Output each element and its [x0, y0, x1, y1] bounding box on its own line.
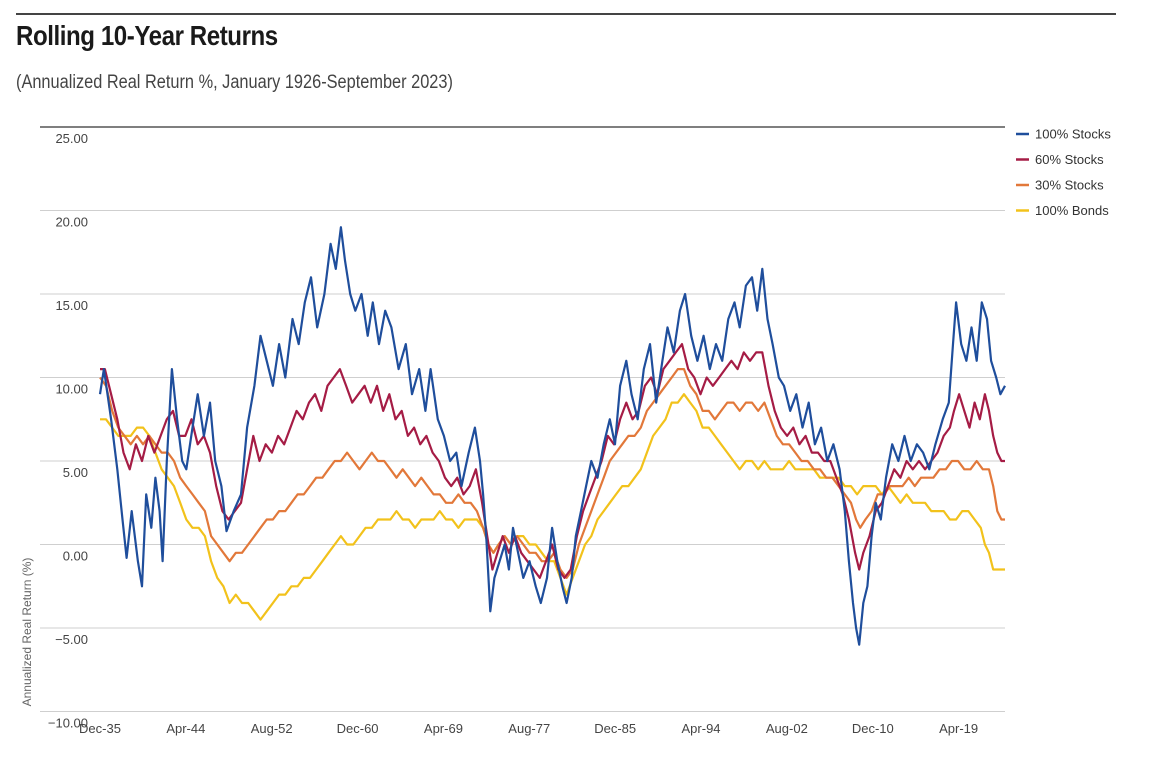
x-tick-label: Dec-35 — [79, 721, 121, 736]
y-tick-label: 25.00 — [55, 131, 88, 146]
top-rule — [16, 13, 1116, 15]
legend-label: 30% Stocks — [1035, 178, 1104, 193]
legend-label: 100% Bonds — [1035, 203, 1109, 218]
y-tick-label: −10.00 — [48, 716, 88, 731]
x-tick-label: Dec-85 — [594, 721, 636, 736]
chart-title: Rolling 10-Year Returns — [16, 20, 278, 51]
series-line-100-stocks — [98, 226, 1006, 646]
x-tick-label: Dec-60 — [337, 721, 379, 736]
x-tick-label: Apr-44 — [166, 721, 205, 736]
legend-label: 60% Stocks — [1035, 152, 1104, 167]
y-tick-label: 10.00 — [55, 382, 88, 397]
legend: 100% Stocks 60% Stocks 30% Stocks 100% Bond… — [1016, 127, 1111, 218]
x-tick-label: Aug-52 — [251, 721, 293, 736]
y-tick-label: 5.00 — [63, 465, 88, 480]
legend-label: 100% Stocks — [1035, 127, 1111, 142]
y-axis-title: Annualized Real Return (%) — [20, 558, 34, 707]
y-tick-label: 20.00 — [55, 215, 88, 230]
y-tick-label: 15.00 — [55, 298, 88, 313]
y-tick-label: 0.00 — [63, 549, 88, 564]
y-axis-ticks: 25.00 20.00 15.00 10.00 5.00 0.00 −5.00 −10.00 — [48, 131, 88, 731]
y-tick-label: −5.00 — [55, 632, 88, 647]
x-axis-ticks: Dec-35 Apr-44 Aug-52 Dec-60 Apr-69 Aug-77 Dec-… — [79, 721, 978, 736]
series-line-60-stocks — [100, 343, 1005, 579]
series-lines — [98, 226, 1006, 646]
x-tick-label: Dec-10 — [852, 721, 894, 736]
x-tick-label: Apr-19 — [939, 721, 978, 736]
gridlines — [40, 126, 1005, 712]
x-tick-label: Apr-94 — [682, 721, 721, 736]
x-tick-label: Aug-02 — [766, 721, 808, 736]
x-tick-label: Aug-77 — [508, 721, 550, 736]
chart-subtitle: (Annualized Real Return %, January 1926-… — [16, 72, 453, 93]
x-tick-label: Apr-69 — [424, 721, 463, 736]
